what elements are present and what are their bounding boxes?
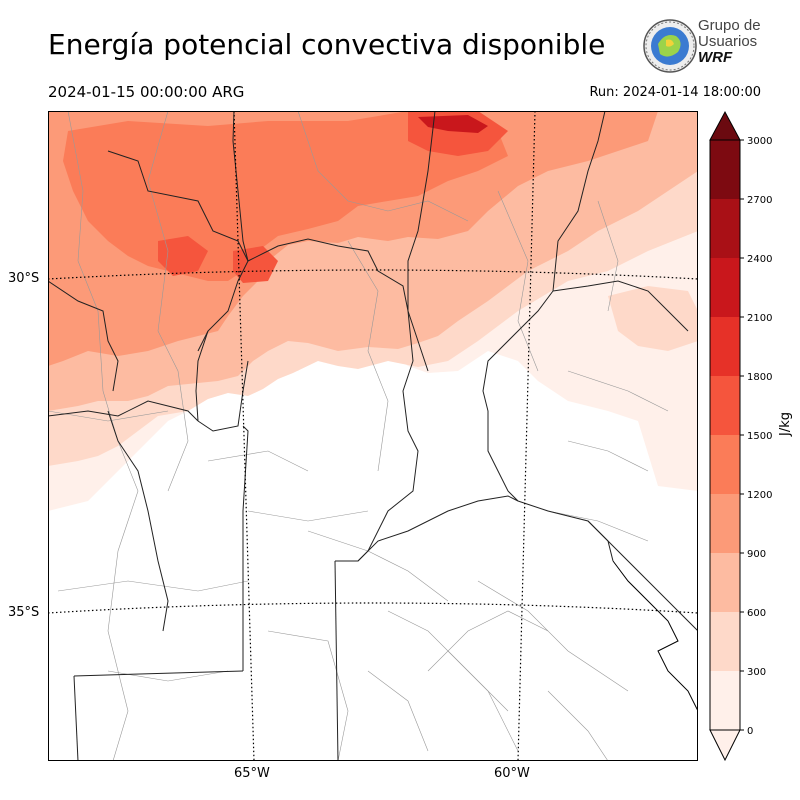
colorbar-tick-label: 300 <box>747 667 766 678</box>
colorbar-tick-label: 2100 <box>747 313 772 324</box>
colorbar-band <box>710 612 740 671</box>
wrf-logo-icon <box>643 19 697 73</box>
lon-line-65w <box>233 111 255 761</box>
cape-contour-w-ne-patch <box>608 286 698 351</box>
run-time: Run: 2024-01-14 18:00:00 <box>589 85 761 100</box>
colorbar-extend-triangle <box>709 110 741 141</box>
lat-label-35s: 35°S <box>8 605 40 620</box>
cape-contour-center-1500 <box>233 246 278 283</box>
logo-line3: WRF <box>698 49 733 66</box>
lat-line-35s <box>48 602 698 614</box>
cape-map <box>48 111 698 761</box>
colorbar-tick-label: 0 <box>747 726 753 737</box>
colorbar-band <box>710 140 740 199</box>
colorbar-band <box>710 376 740 435</box>
lon-label-60w: 60°W <box>494 766 530 781</box>
map-frame <box>48 111 698 761</box>
lat-label-30s: 30°S <box>8 271 40 286</box>
colorbar-tick-label: 2700 <box>747 195 772 206</box>
graticule <box>48 111 698 761</box>
cape-contour-w-1500 <box>158 236 208 276</box>
colorbar-band <box>710 494 740 553</box>
colorbar-bands <box>710 140 740 730</box>
colorbar-tick-label: 600 <box>747 608 766 619</box>
lon-line-60w <box>517 111 536 761</box>
coastline <box>612 560 698 712</box>
colorbar-frame <box>709 139 741 731</box>
lat-line-30s <box>48 269 698 280</box>
lon-label-65w: 65°W <box>234 766 270 781</box>
department-boundaries <box>48 111 669 761</box>
colorbar-bottom-triangle <box>709 729 741 762</box>
cape-contour-1800-2100 <box>418 115 488 133</box>
colorbar-band <box>710 553 740 612</box>
colorbar-unit-label: J/kg <box>778 412 793 436</box>
colorbar-tick-label: 1800 <box>747 372 772 383</box>
province-boundaries <box>48 111 698 761</box>
colorbar-band <box>710 258 740 317</box>
colorbar-band <box>710 671 740 730</box>
colorbar-band <box>710 199 740 258</box>
colorbar-tick-label: 2400 <box>747 254 772 265</box>
map-title: Energía potencial convectiva disponible <box>48 28 606 61</box>
colorbar-band <box>710 317 740 376</box>
colorbar-tick-label: 1500 <box>747 431 772 442</box>
logo-text: Grupo de Usuarios WRF <box>698 18 761 66</box>
colorbar-band <box>710 435 740 494</box>
valid-time: 2024-01-15 00:00:00 ARG <box>48 83 245 101</box>
colorbar-tick-label: 900 <box>747 549 766 560</box>
cape-contour-e-patch <box>648 431 698 483</box>
colorbar-tick-label: 1200 <box>747 490 772 501</box>
colorbar-tick-label: 3000 <box>747 136 772 147</box>
logo-line1: Grupo de <box>698 17 761 34</box>
logo-line2: Usuarios <box>698 33 758 50</box>
